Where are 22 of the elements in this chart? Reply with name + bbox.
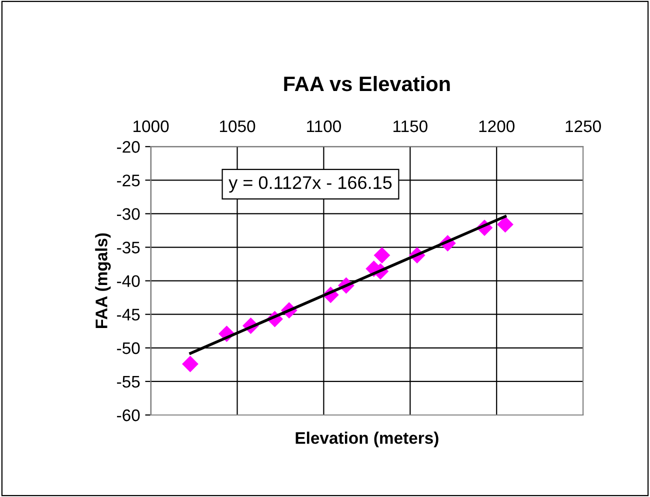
- x-tick-label: 1000: [134, 120, 169, 132]
- point: [497, 216, 514, 233]
- y-tick-label: -40: [117, 275, 140, 288]
- chart-title: FAA vs Elevation: [284, 76, 450, 92]
- x-tick-label: 1050: [220, 120, 256, 132]
- y-tick-label: -55: [117, 376, 140, 388]
- annotation: y = 0.1127x - 166.15: [228, 176, 392, 193]
- x-tick-label: 1150: [394, 120, 428, 132]
- y-tick-label: -45: [117, 308, 140, 321]
- point: [182, 356, 198, 372]
- y-tick-label: -20: [117, 141, 140, 153]
- y-tick-label: -60: [117, 409, 140, 422]
- y-tick-label: -50: [117, 342, 140, 354]
- x-axis-title: Elevation (meters): [296, 432, 438, 448]
- y-tick-label: -30: [117, 208, 140, 220]
- x-tick-label: 1200: [479, 120, 514, 132]
- y-tick-label: -35: [117, 242, 140, 254]
- point: [374, 247, 390, 264]
- y-tick-label: -25: [117, 174, 140, 186]
- y-axis-title: FAA (mgals): [95, 233, 111, 328]
- x-tick-label: 1250: [566, 120, 601, 132]
- x-tick-label: 1100: [307, 120, 341, 132]
